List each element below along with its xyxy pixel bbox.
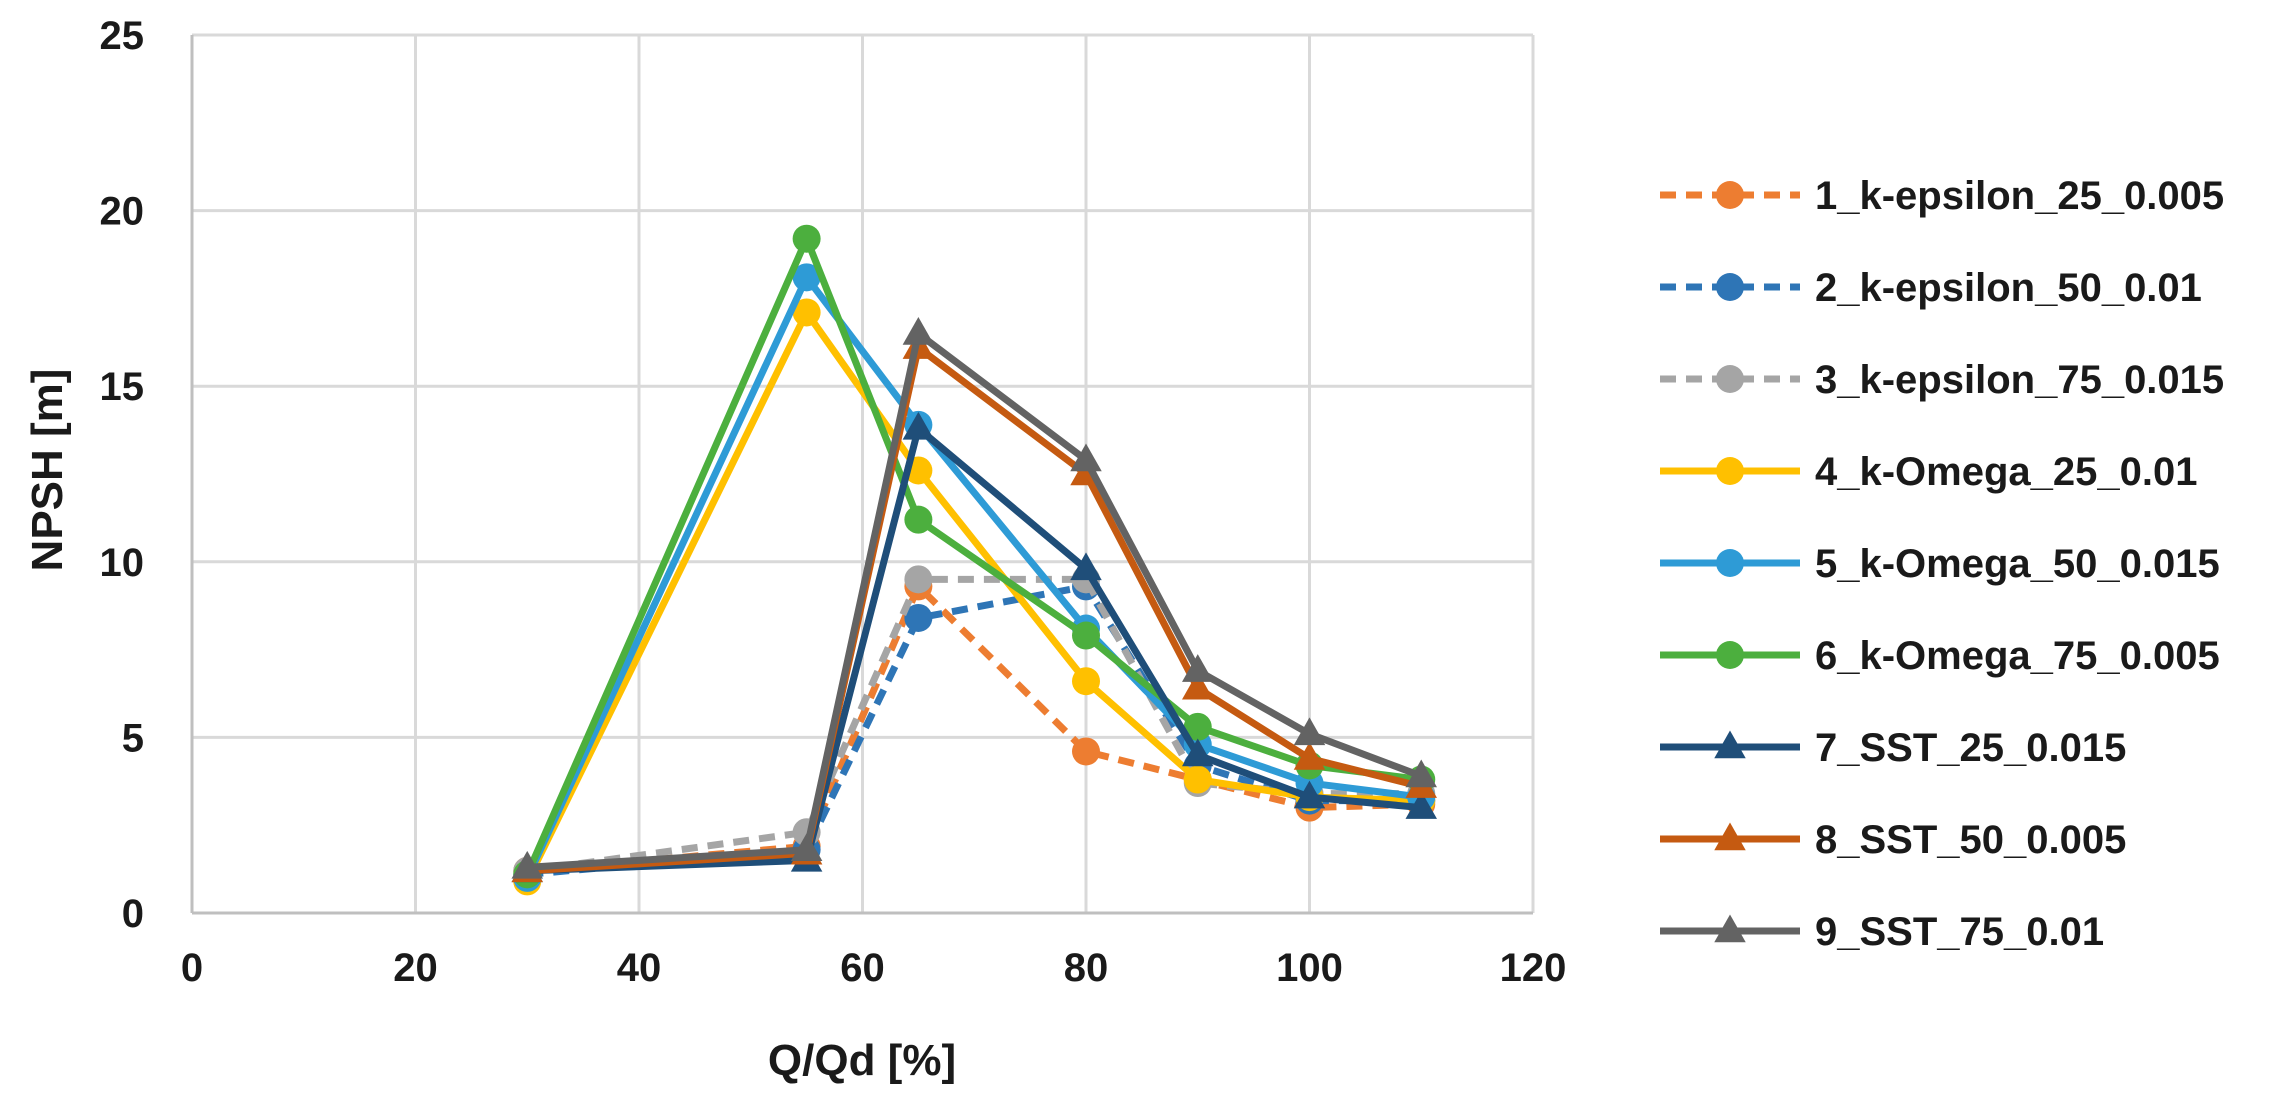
legend-item: 9_SST_75_0.01 — [1660, 910, 2104, 954]
legend-marker — [1716, 641, 1744, 669]
legend-label: 9_SST_75_0.01 — [1815, 910, 2104, 954]
tick-labels: 0 20 40 60 80 100 120 0 5 10 15 20 25 — [100, 14, 1567, 990]
data-point — [1183, 712, 1212, 741]
legend-label: 7_SST_25_0.015 — [1815, 726, 2126, 770]
legend-item: 5_k-Omega_50_0.015 — [1660, 542, 2220, 586]
data-point — [1183, 765, 1212, 794]
y-tick-label: 0 — [122, 892, 144, 936]
y-tick-label: 20 — [100, 190, 145, 234]
data-point — [1293, 741, 1326, 770]
legend: 1_k-epsilon_25_0.005 2_k-epsilon_50_0.01 3… — [1660, 174, 2224, 954]
data-point — [790, 833, 823, 862]
legend-item: 6_k-Omega_75_0.005 — [1660, 634, 2220, 678]
legend-item: 1_k-epsilon_25_0.005 — [1660, 174, 2224, 218]
legend-item: 7_SST_25_0.015 — [1660, 726, 2126, 770]
legend-marker — [1716, 549, 1744, 577]
x-tick-label: 0 — [181, 946, 203, 990]
legend-item: 4_k-Omega_25_0.01 — [1660, 450, 2198, 494]
y-tick-label: 10 — [100, 541, 145, 585]
legend-marker — [1716, 181, 1744, 209]
legend-label: 4_k-Omega_25_0.01 — [1815, 450, 2198, 494]
data-point — [1293, 717, 1326, 746]
y-tick-label: 5 — [122, 716, 144, 760]
y-tick-label: 25 — [100, 14, 145, 58]
x-tick-label: 20 — [393, 946, 438, 990]
x-tick-label: 60 — [840, 946, 885, 990]
data-point — [1182, 654, 1214, 682]
legend-marker — [1716, 365, 1744, 393]
legend-label: 2_k-epsilon_50_0.01 — [1815, 266, 2202, 310]
data-point — [1072, 621, 1100, 650]
data-point — [902, 317, 935, 345]
legend-label: 8_SST_50_0.005 — [1815, 818, 2126, 862]
data-point — [904, 565, 933, 594]
x-tick-label: 100 — [1276, 946, 1343, 990]
data-point — [1072, 737, 1100, 766]
series-9 — [511, 317, 1437, 879]
data-point — [1405, 759, 1437, 788]
grid — [192, 33, 1535, 913]
legend-marker — [1716, 457, 1744, 485]
legend-marker — [1714, 822, 1746, 851]
legend-label: 1_k-epsilon_25_0.005 — [1815, 174, 2224, 218]
legend-item: 8_SST_50_0.005 — [1660, 818, 2126, 862]
data-point — [1072, 667, 1100, 696]
series-line — [526, 582, 1422, 875]
data-point — [1182, 738, 1214, 767]
data-point — [511, 850, 543, 879]
x-tick-label: 80 — [1064, 946, 1109, 990]
data-point — [1070, 552, 1102, 581]
x-tick-label: 120 — [1500, 946, 1567, 990]
y-axis-title: NPSH [m] — [23, 369, 72, 572]
legend-marker — [1714, 914, 1746, 943]
legend-label: 3_k-epsilon_75_0.015 — [1815, 358, 2224, 402]
data-point — [1182, 671, 1214, 700]
data-point — [1070, 443, 1102, 472]
legend-marker — [1714, 730, 1746, 759]
axes — [190, 35, 1533, 915]
series-lines — [511, 224, 1437, 896]
data-point — [792, 263, 821, 292]
data-point — [792, 224, 821, 253]
legend-item: 2_k-epsilon_50_0.01 — [1660, 266, 2202, 310]
x-axis-title: Q/Qd [%] — [768, 1036, 956, 1085]
legend-label: 6_k-Omega_75_0.005 — [1815, 634, 2220, 678]
data-point — [902, 411, 935, 440]
legend-label: 5_k-Omega_50_0.015 — [1815, 542, 2220, 586]
legend-marker — [1716, 273, 1744, 301]
data-point — [792, 298, 821, 327]
series-line — [526, 582, 1422, 878]
data-point — [904, 603, 933, 632]
data-point — [1293, 780, 1326, 809]
x-tick-label: 40 — [617, 946, 662, 990]
data-point — [1405, 791, 1437, 819]
data-point — [904, 505, 933, 534]
legend-item: 3_k-epsilon_75_0.015 — [1660, 358, 2224, 402]
y-tick-label: 15 — [100, 365, 145, 409]
